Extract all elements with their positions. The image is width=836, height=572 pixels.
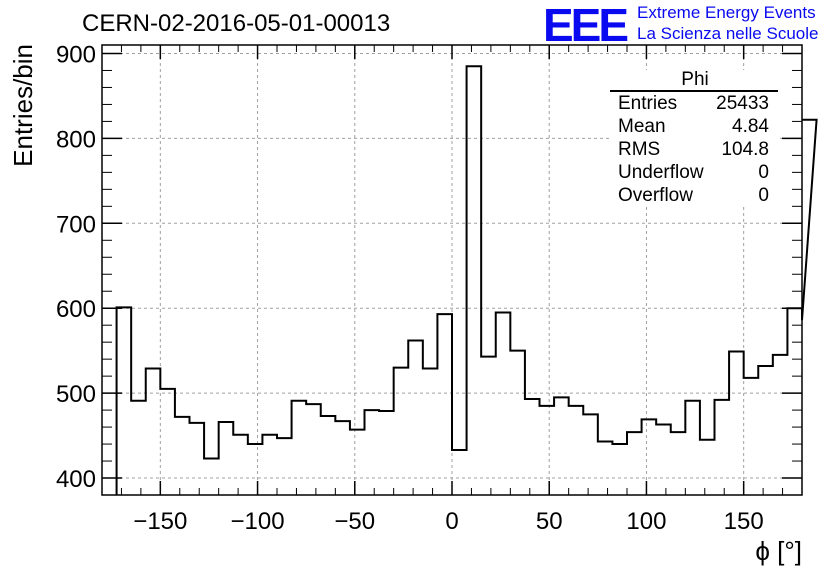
stats-value: 104.8: [721, 139, 769, 160]
y-tick-label: 600: [56, 296, 96, 323]
x-tick-label: −100: [231, 508, 285, 535]
stats-label: Entries: [618, 93, 678, 114]
stats-value: 0: [758, 185, 769, 206]
y-axis-label: Entries/bin: [8, 44, 38, 167]
y-tick-label: 400: [56, 466, 96, 493]
stats-row: RMS 104.8: [610, 138, 780, 161]
stats-divider: [610, 90, 778, 92]
y-tick-label: 700: [56, 211, 96, 238]
tick-labels: −150 −100 −50 0 50 100 150 400 500 600 700 800 900: [56, 41, 764, 535]
x-tick-label: −50: [334, 508, 375, 535]
logo-subtitle-line2: La Scienza nelle Scuole: [637, 24, 819, 43]
x-tick-label: 100: [626, 508, 666, 535]
x-axis-label: ϕ [°]: [755, 536, 802, 566]
stats-box: Phi Entries 25433 Mean 4.84 RMS 104.8 Un…: [610, 70, 780, 207]
x-tick-label: 150: [724, 508, 764, 535]
x-tick-label: −150: [133, 508, 187, 535]
stats-row: Mean 4.84: [610, 115, 780, 138]
logo-subtitle-line1: Extreme Energy Events: [637, 3, 816, 22]
y-tick-label: 800: [56, 126, 96, 153]
stats-row: Overflow 0: [610, 184, 780, 207]
stats-value: 25433: [716, 93, 769, 114]
x-tick-label: 50: [536, 508, 563, 535]
stats-title: Phi: [681, 69, 709, 90]
chart-title: CERN-02-2016-05-01-00013: [82, 10, 391, 37]
stats-row: Entries 25433: [610, 92, 780, 115]
stats-row: Underflow 0: [610, 161, 780, 184]
stats-value: 4.84: [732, 116, 769, 137]
axis-ticks: [101, 45, 803, 496]
y-tick-label: 900: [56, 41, 96, 68]
x-tick-label: 0: [445, 508, 458, 535]
histogram-step-line: [115, 65, 818, 495]
stats-label: Underflow: [618, 162, 704, 183]
stats-label: Mean: [618, 116, 666, 137]
stats-label: Overflow: [618, 185, 693, 206]
stats-label: RMS: [618, 139, 661, 160]
eee-logo: EEE: [543, 0, 629, 51]
stats-value: 0: [758, 162, 769, 183]
y-tick-label: 500: [56, 381, 96, 408]
